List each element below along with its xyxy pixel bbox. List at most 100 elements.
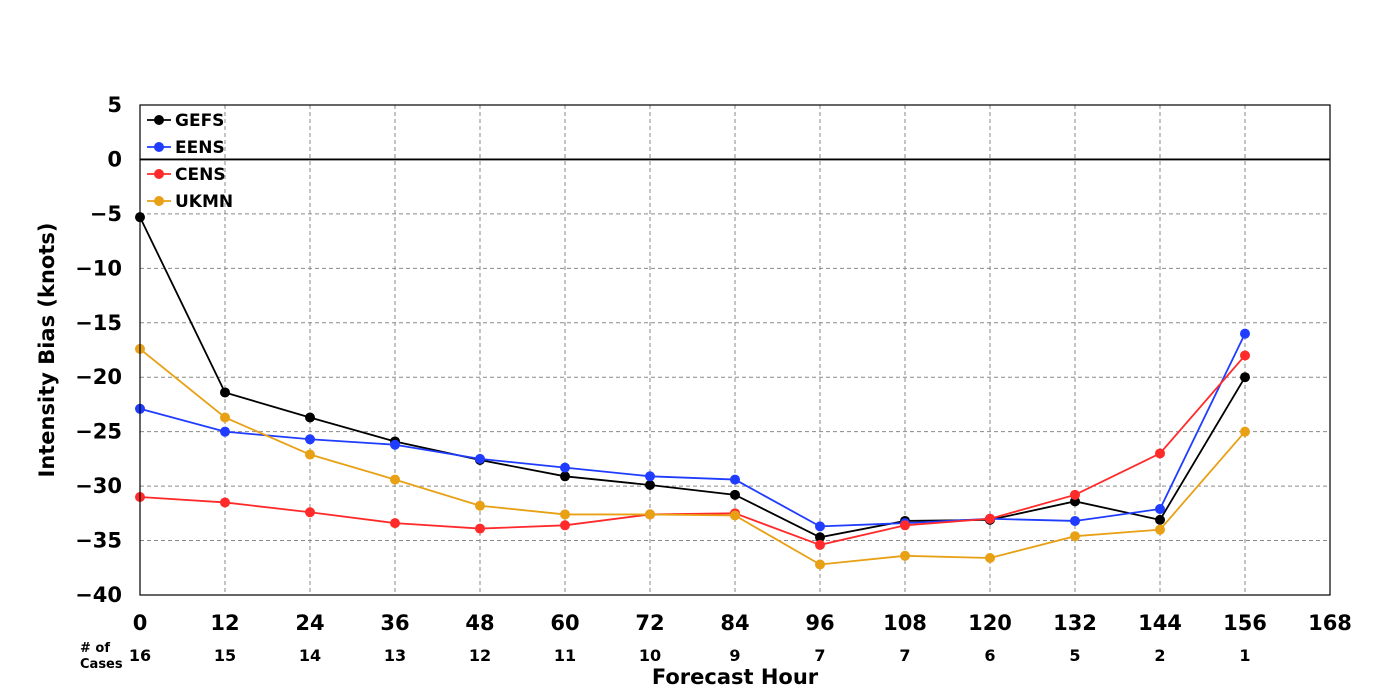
data-point bbox=[390, 474, 400, 485]
legend-label: UKMN bbox=[175, 192, 233, 212]
case-count-label: 14 bbox=[299, 646, 321, 665]
data-point bbox=[1240, 328, 1250, 339]
data-point bbox=[1070, 531, 1080, 542]
case-count-label: 15 bbox=[214, 646, 236, 665]
case-count-label: 12 bbox=[469, 646, 491, 665]
data-point bbox=[730, 489, 740, 500]
data-point bbox=[985, 552, 995, 563]
data-point bbox=[985, 513, 995, 524]
case-count-label: 7 bbox=[814, 646, 825, 665]
x-tick-label: 24 bbox=[295, 611, 324, 635]
data-point bbox=[475, 500, 485, 511]
case-count-label: 13 bbox=[384, 646, 406, 665]
case-count-label: 16 bbox=[129, 646, 151, 665]
legend-label: EENS bbox=[175, 138, 225, 158]
case-count-label: 10 bbox=[639, 646, 661, 665]
case-count-label: 9 bbox=[729, 646, 740, 665]
case-count-label: 7 bbox=[899, 646, 910, 665]
legend-swatch-marker bbox=[154, 196, 164, 206]
legend: GEFS EENS CENS UKMN bbox=[147, 111, 233, 212]
data-point bbox=[305, 412, 315, 423]
x-axis-title: Forecast Hour bbox=[652, 665, 819, 689]
y-tick-label: −35 bbox=[75, 529, 122, 553]
grid bbox=[139, 104, 1331, 596]
x-tick-label: 84 bbox=[720, 611, 749, 635]
y-tick-label: −15 bbox=[75, 311, 122, 335]
data-point bbox=[645, 509, 655, 520]
y-tick-label: 0 bbox=[107, 147, 122, 171]
data-point bbox=[475, 453, 485, 464]
data-point bbox=[220, 426, 230, 437]
legend-swatch-marker bbox=[154, 142, 164, 152]
case-count-label: 5 bbox=[1069, 646, 1080, 665]
y-tick-labels: 5 0 −5 −10 −15 −20 −25 −30 −35 −40 bbox=[75, 93, 122, 607]
x-tick-label: 72 bbox=[635, 611, 664, 635]
series-layer bbox=[135, 212, 1250, 570]
data-point bbox=[305, 449, 315, 460]
y-tick-label: −10 bbox=[75, 256, 122, 280]
data-point bbox=[730, 474, 740, 485]
x-tick-label: 0 bbox=[133, 611, 148, 635]
data-point bbox=[560, 509, 570, 520]
data-point bbox=[1155, 503, 1165, 514]
data-point bbox=[390, 439, 400, 450]
data-point bbox=[1155, 524, 1165, 535]
data-point bbox=[900, 550, 910, 561]
legend-item-eens: EENS bbox=[147, 138, 225, 158]
legend-label: CENS bbox=[175, 165, 226, 185]
x-tick-label: 132 bbox=[1053, 611, 1097, 635]
data-point bbox=[305, 434, 315, 445]
legend-item-gefs: GEFS bbox=[147, 111, 224, 131]
x-tick-label: 12 bbox=[210, 611, 239, 635]
series-line bbox=[139, 216, 1246, 539]
data-point bbox=[815, 532, 825, 543]
x-tick-label: 144 bbox=[1138, 611, 1182, 635]
data-point bbox=[1155, 448, 1165, 459]
data-point bbox=[305, 507, 315, 518]
y-axis-title: Intensity Bias (knots) bbox=[35, 223, 59, 478]
data-point bbox=[220, 387, 230, 398]
legend-item-cens: CENS bbox=[147, 165, 226, 185]
x-tick-label: 108 bbox=[883, 611, 927, 635]
data-point bbox=[815, 521, 825, 532]
case-counts: 16 15 14 13 12 11 10 9 7 7 6 5 2 1 bbox=[129, 646, 1251, 665]
series-ukmn bbox=[135, 343, 1250, 570]
data-point bbox=[1240, 426, 1250, 437]
series-eens bbox=[135, 328, 1250, 532]
x-tick-label: 96 bbox=[805, 611, 834, 635]
y-tick-label: −30 bbox=[75, 474, 122, 498]
x-tick-label: 48 bbox=[465, 611, 494, 635]
x-tick-labels: 0 12 24 36 48 60 72 84 96 108 120 132 144 156 168 bbox=[133, 611, 1352, 635]
data-point bbox=[645, 471, 655, 482]
data-point bbox=[815, 559, 825, 570]
data-point bbox=[560, 462, 570, 473]
legend-item-ukmn: UKMN bbox=[147, 192, 233, 212]
case-count-label: 6 bbox=[984, 646, 995, 665]
x-tick-label: 60 bbox=[550, 611, 579, 635]
x-tick-label: 168 bbox=[1308, 611, 1352, 635]
case-count-label: 1 bbox=[1239, 646, 1250, 665]
y-tick-label: −20 bbox=[75, 365, 122, 389]
y-tick-label: −5 bbox=[90, 202, 122, 226]
data-point bbox=[815, 539, 825, 550]
y-tick-label: −25 bbox=[75, 420, 122, 444]
data-point bbox=[220, 497, 230, 508]
x-tick-label: 156 bbox=[1223, 611, 1267, 635]
series-line bbox=[139, 354, 1246, 546]
series-line bbox=[139, 348, 1246, 566]
data-point bbox=[1240, 372, 1250, 383]
data-point bbox=[560, 471, 570, 482]
legend-swatch-marker bbox=[154, 169, 164, 179]
legend-label: GEFS bbox=[175, 111, 224, 131]
data-point bbox=[1070, 489, 1080, 500]
data-point bbox=[1070, 515, 1080, 526]
cases-title-line-2: Cases bbox=[80, 657, 123, 672]
data-point bbox=[645, 480, 655, 491]
legend-swatch-marker bbox=[154, 115, 164, 125]
y-tick-label: −40 bbox=[75, 583, 122, 607]
data-point bbox=[475, 523, 485, 534]
data-point bbox=[1155, 514, 1165, 525]
data-point bbox=[560, 520, 570, 531]
case-count-label: 11 bbox=[554, 646, 576, 665]
